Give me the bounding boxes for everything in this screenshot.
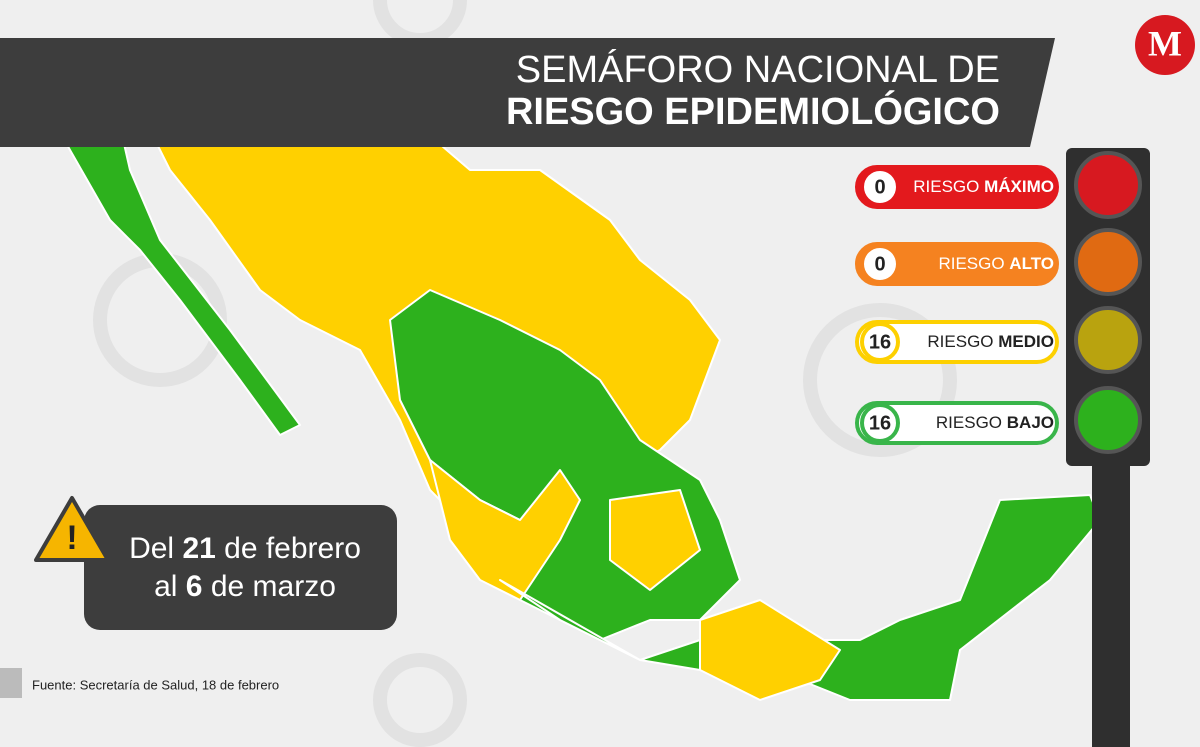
legend-count: 0	[874, 253, 885, 275]
legend-label: RIESGO ALTO	[938, 254, 1054, 273]
legend-count-bg	[860, 167, 900, 207]
period-text: de marzo	[202, 570, 335, 603]
period-text: de febrero	[216, 532, 361, 565]
legend-pill	[855, 242, 1059, 286]
warning-icon	[34, 496, 110, 562]
legend-label: RIESGO BAJO	[936, 413, 1054, 432]
legend-count: 16	[869, 412, 891, 434]
legend-count-bg	[860, 244, 900, 284]
legend-prefix: RIESGO	[936, 413, 1007, 432]
period-day: 21	[182, 532, 215, 565]
legend-count-bg	[860, 322, 900, 362]
period-box	[84, 505, 397, 630]
source-mark	[0, 668, 22, 698]
period-text: Del	[129, 532, 182, 565]
title-line1: SEMÁFORO NACIONAL DE	[516, 48, 1000, 91]
legend-pill	[855, 320, 1059, 364]
light-green	[1074, 386, 1142, 454]
legend-prefix: RIESGO	[927, 332, 998, 351]
legend-count: 0	[874, 176, 885, 198]
warning-mark: !	[66, 519, 77, 557]
region-baja	[29, 54, 301, 436]
pole	[1092, 460, 1130, 747]
logo	[1135, 15, 1195, 75]
light-red	[1074, 151, 1142, 219]
legend-count: 16	[869, 331, 891, 353]
legend-prefix: RIESGO	[938, 254, 1009, 273]
legend-level: ALTO	[1009, 254, 1054, 273]
legend: 0 RIESGO MÁXIMO 0 RIESGO ALTO 16 RIESGO MEDIO…	[855, 165, 1059, 445]
legend-level: MÁXIMO	[984, 177, 1054, 196]
period-line2: al 6 de marzo	[154, 570, 336, 603]
region-west	[429, 459, 581, 601]
source: Fuente: Secretaría de Salud, 18 de febre…	[32, 677, 279, 692]
legend-prefix: RIESGO	[913, 177, 984, 196]
legend-level: MEDIO	[998, 332, 1054, 351]
legend-pill	[855, 401, 1059, 445]
legend-label: RIESGO MEDIO	[927, 332, 1054, 351]
legend-count-bg	[860, 403, 900, 443]
title-banner	[0, 38, 1055, 147]
legend-pill	[855, 165, 1059, 209]
legend-label: RIESGO MÁXIMO	[913, 177, 1054, 196]
period-text: al	[154, 570, 186, 603]
light-yellow	[1074, 306, 1142, 374]
map	[29, 54, 1101, 701]
logo-text: M	[1148, 23, 1182, 63]
period-day: 6	[186, 570, 203, 603]
region-center-states	[609, 489, 701, 591]
title-line2: RIESGO EPIDEMIOLÓGICO	[506, 89, 1000, 133]
region-oaxaca	[699, 599, 841, 701]
light-orange	[1074, 228, 1142, 296]
legend-level: BAJO	[1007, 413, 1054, 432]
period-line1: Del 21 de febrero	[129, 532, 361, 565]
